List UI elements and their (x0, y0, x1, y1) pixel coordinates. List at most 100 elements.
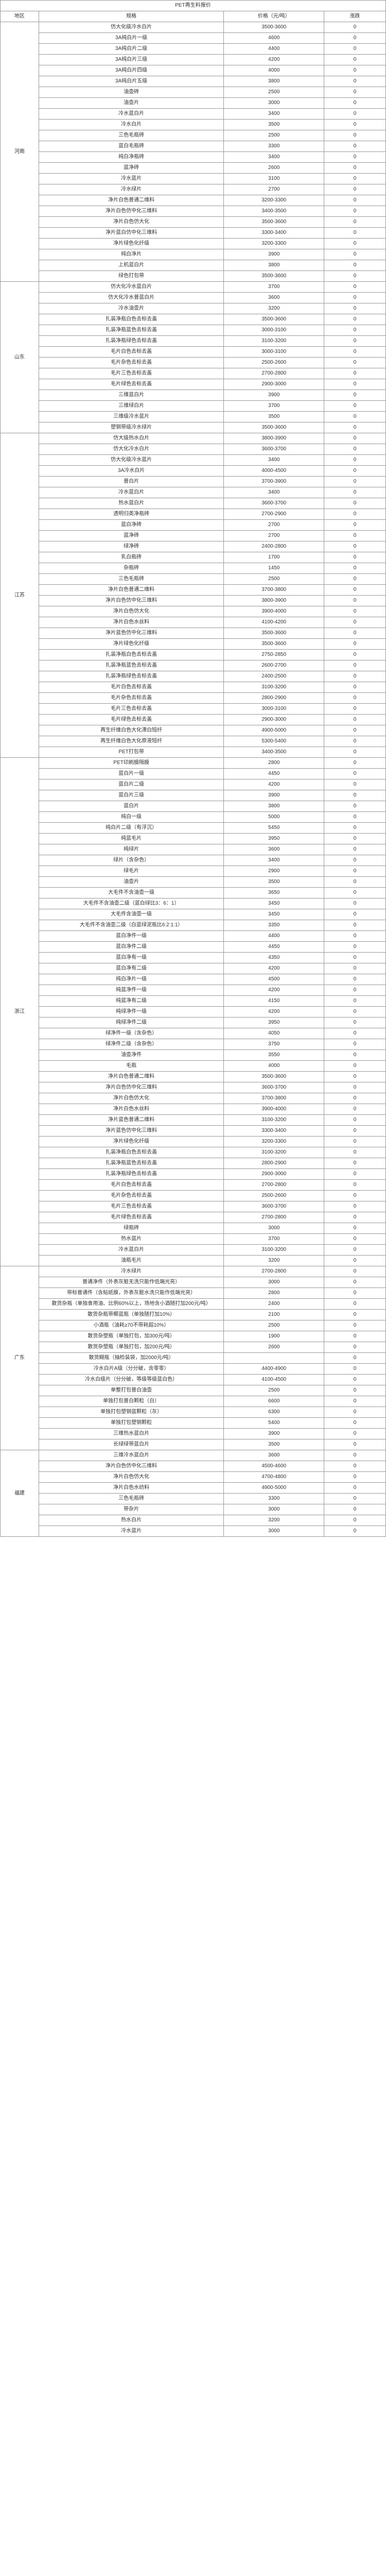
table-row: 扎装净瓶蓝色去标去盖2600-27000 (1, 660, 386, 671)
spec-cell: 净片白色仿大化 (39, 1093, 224, 1104)
change-cell: 0 (324, 1310, 386, 1320)
price-cell: 3650 (224, 888, 324, 899)
price-cell: 2900-3000 (224, 379, 324, 390)
change-cell: 0 (324, 33, 386, 44)
change-cell: 0 (324, 1007, 386, 1018)
change-cell: 0 (324, 1277, 386, 1288)
price-cell: 2900-3000 (224, 1169, 324, 1180)
price-cell: 3000 (224, 1277, 324, 1288)
table-row: 净片白色普通二维料3500-36000 (1, 1072, 386, 1082)
price-cell: 3500-3600 (224, 314, 324, 325)
change-cell: 0 (324, 682, 386, 693)
spec-cell: 净片白色水丝料 (39, 617, 224, 628)
price-cell: 4450 (224, 769, 324, 779)
price-cell: 1700 (224, 552, 324, 563)
spec-cell: 绿瓶砖 (39, 1223, 224, 1234)
change-cell: 0 (324, 76, 386, 87)
spec-cell: 3A冷水白片 (39, 466, 224, 477)
change-cell: 0 (324, 412, 386, 422)
spec-cell: 毛片杂色去标去盖 (39, 693, 224, 704)
table-row: 单整打包普白油壶25000 (1, 1385, 386, 1396)
table-title: PET再生料报价 (1, 1, 386, 11)
change-cell: 0 (324, 1515, 386, 1526)
change-cell: 0 (324, 379, 386, 390)
change-cell: 0 (324, 974, 386, 985)
change-cell: 0 (324, 1418, 386, 1429)
spec-cell: 仿大化冷水普蓝白片 (39, 293, 224, 303)
col-spec: 规格 (39, 11, 224, 22)
table-row: 蓝净砖26000 (1, 163, 386, 174)
price-cell: 3400 (224, 487, 324, 498)
table-row: 冷水白片A级（分分破，含零零）4400-49000 (1, 1364, 386, 1375)
change-cell: 0 (324, 704, 386, 715)
table-row: 热水白片32000 (1, 1515, 386, 1526)
change-cell: 0 (324, 1429, 386, 1439)
spec-cell: 扎装净瓶白色去标去盖 (39, 1147, 224, 1158)
spec-cell: 净片蓝色仿中化三维料 (39, 1126, 224, 1137)
price-cell: 3100-3200 (224, 336, 324, 347)
spec-cell: 仿大级热水白片 (39, 433, 224, 444)
spec-cell: 三色毛瓶砖 (39, 1494, 224, 1504)
price-cell (224, 1353, 324, 1364)
price-cell: 2900 (224, 866, 324, 877)
spec-cell: 仿大化冷水白片 (39, 444, 224, 455)
price-cell: 2500-2600 (224, 358, 324, 368)
spec-cell: 普白片 (39, 477, 224, 487)
price-cell: 3500 (224, 412, 324, 422)
price-cell: 3300-3400 (224, 1126, 324, 1137)
spec-cell: 净片蓝白仿中化三维料 (39, 228, 224, 239)
change-cell: 0 (324, 1180, 386, 1191)
change-cell: 0 (324, 368, 386, 379)
change-cell: 0 (324, 1439, 386, 1450)
table-row: 普通净件（外表灰脏无洗只能作低端光亮）30000 (1, 1277, 386, 1288)
price-cell: 4450 (224, 942, 324, 953)
change-cell: 0 (324, 585, 386, 596)
price-cell: 3300-3400 (224, 228, 324, 239)
price-cell: 4500 (224, 974, 324, 985)
change-cell: 0 (324, 1039, 386, 1050)
change-cell: 0 (324, 1234, 386, 1245)
spec-cell: 三维级冷水蓝片 (39, 412, 224, 422)
change-cell: 0 (324, 866, 386, 877)
spec-cell: 纯蓝毛片 (39, 834, 224, 844)
spec-cell: 带杂片 (39, 1504, 224, 1515)
price-cell: 2900-3000 (224, 715, 324, 725)
price-cell: 2800-2900 (224, 693, 324, 704)
price-cell: 3500-3600 (224, 628, 324, 639)
change-cell: 0 (324, 303, 386, 314)
change-cell: 0 (324, 1364, 386, 1375)
table-row: 蓝白净有一级43500 (1, 953, 386, 963)
table-row: 净片白色仿大化3700-38000 (1, 1093, 386, 1104)
change-cell: 0 (324, 899, 386, 909)
table-row: 纯绿净件二级39500 (1, 1018, 386, 1028)
spec-cell: 纯白一级 (39, 812, 224, 823)
change-cell: 0 (324, 174, 386, 184)
price-cell: 3600 (224, 844, 324, 855)
spec-cell: 3A纯白片一级 (39, 33, 224, 44)
change-cell: 0 (324, 1212, 386, 1223)
table-row: 蓝白净砖27000 (1, 520, 386, 531)
price-cell: 3900 (224, 249, 324, 260)
price-cell: 3900 (224, 790, 324, 801)
change-cell: 0 (324, 314, 386, 325)
change-cell: 0 (324, 1245, 386, 1256)
change-cell: 0 (324, 498, 386, 509)
table-row: 散货糊瓶（抽检装袋，加2000元/吨）0 (1, 1353, 386, 1364)
spec-cell: 毛片三色去标去盖 (39, 1201, 224, 1212)
spec-cell: 再生纤维白色大化漂白短纤 (39, 725, 224, 736)
price-cell: 2800 (224, 1288, 324, 1299)
price-cell: 3600-3700 (224, 444, 324, 455)
spec-cell: 净片白色水纺料 (39, 1483, 224, 1494)
spec-cell: 散货糊瓶（抽检装袋，加2000元/吨） (39, 1353, 224, 1364)
spec-cell: 绿片（含杂色） (39, 855, 224, 866)
spec-cell: 绿净件一级（含杂色） (39, 1028, 224, 1039)
price-cell: 2700 (224, 531, 324, 541)
table-row: 纯白净片39000 (1, 249, 386, 260)
spec-cell: 净片蓝色仿中化三维料 (39, 628, 224, 639)
price-cell: 3100 (224, 174, 324, 184)
spec-cell: 冷水绿片 (39, 1266, 224, 1277)
table-row: 散货杂瓶带椰蓝瓶（单独随打加10%）21000 (1, 1310, 386, 1320)
change-cell: 0 (324, 877, 386, 888)
spec-cell: 单独打包普白颗粒（白） (39, 1396, 224, 1407)
change-cell: 0 (324, 336, 386, 347)
